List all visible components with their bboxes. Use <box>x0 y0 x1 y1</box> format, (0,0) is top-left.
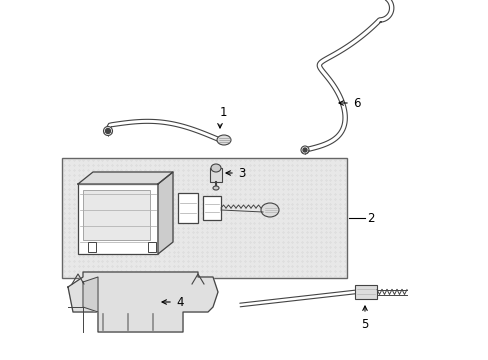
Circle shape <box>303 148 306 152</box>
Circle shape <box>301 146 308 154</box>
Bar <box>209 168 222 182</box>
Bar <box>178 193 198 223</box>
Ellipse shape <box>217 135 230 145</box>
Ellipse shape <box>210 164 221 172</box>
Bar <box>88 242 96 252</box>
Bar <box>78 184 158 254</box>
Bar <box>203 196 221 220</box>
Bar <box>62 158 346 278</box>
Circle shape <box>103 126 112 135</box>
Polygon shape <box>83 277 98 312</box>
Bar <box>148 242 156 252</box>
Text: 4: 4 <box>176 296 183 309</box>
Polygon shape <box>78 172 173 184</box>
Polygon shape <box>68 272 218 332</box>
Text: 5: 5 <box>361 318 368 331</box>
Text: 2: 2 <box>366 212 374 225</box>
Polygon shape <box>158 172 173 254</box>
Text: 6: 6 <box>352 96 360 109</box>
Ellipse shape <box>213 186 219 190</box>
Bar <box>83 190 150 240</box>
Bar <box>354 285 376 299</box>
Ellipse shape <box>261 203 279 217</box>
Circle shape <box>105 129 110 134</box>
Text: 3: 3 <box>238 166 245 180</box>
Text: 1: 1 <box>219 106 226 119</box>
